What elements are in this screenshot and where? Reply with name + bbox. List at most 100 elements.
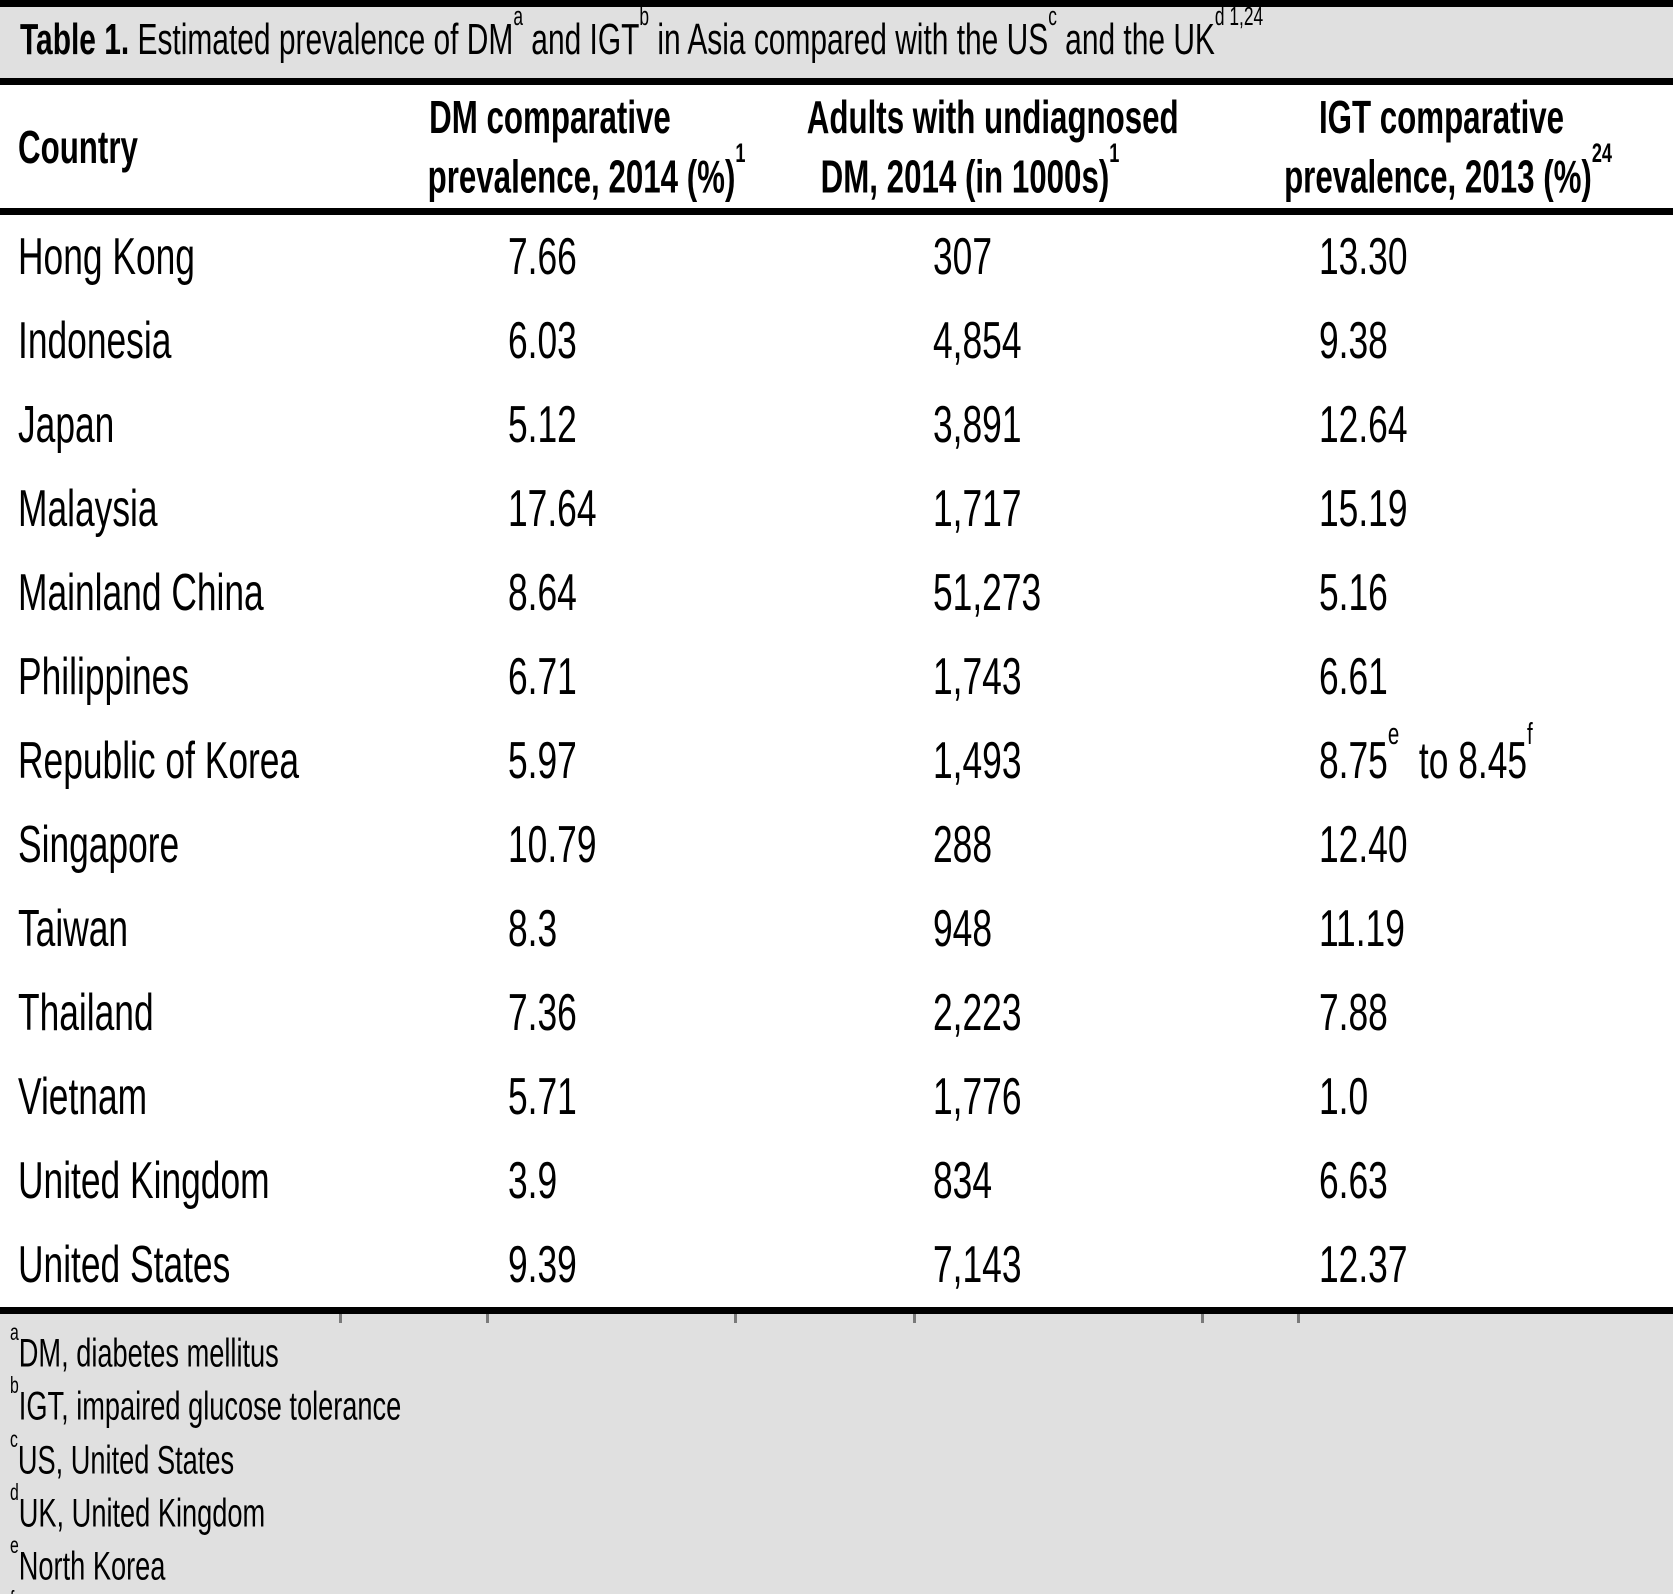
igt-value-tail-sup: f: [1527, 718, 1533, 751]
igt-prevalence-cell: 12.37: [1210, 1235, 1673, 1295]
igt-value: 12.37: [1319, 1236, 1408, 1294]
header-ref-sup: 24: [1591, 137, 1613, 168]
dm-prevalence-cell: 10.79: [370, 815, 730, 875]
igt-prevalence-cell: 7.88: [1210, 983, 1673, 1043]
igt-prevalence-cell: 9.38: [1210, 311, 1673, 371]
undiagnosed-dm-value: 2,223: [933, 984, 1022, 1042]
dm-prevalence-value: 6.03: [508, 312, 577, 370]
igt-prevalence-value: 8.75e to 8.45f: [1319, 718, 1533, 791]
igt-value: 5.16: [1319, 564, 1388, 622]
undiagnosed-dm-value: 1,743: [933, 648, 1022, 706]
igt-prevalence-cell: 11.19: [1210, 899, 1673, 959]
table-row: Thailand 7.36 2,223 7.88: [0, 971, 1673, 1055]
igt-prevalence-value: 6.61: [1319, 647, 1388, 707]
igt-value: 8.75: [1319, 732, 1388, 790]
header-line-2-text: DM, 2014 (in 1000s): [820, 150, 1110, 203]
dm-prevalence-value: 7.36: [508, 984, 577, 1042]
undiagnosed-dm-value: 1,717: [933, 480, 1022, 538]
undiagnosed-dm-value: 834: [933, 1152, 993, 1210]
igt-value: 1.0: [1319, 1068, 1369, 1126]
igt-prevalence-cell: 1.0: [1210, 1067, 1673, 1127]
dm-prevalence-cell: 6.03: [370, 311, 730, 371]
table-row: Taiwan 8.3 948 11.19: [0, 887, 1673, 971]
dm-prevalence-cell: 8.64: [370, 563, 730, 623]
undiagnosed-dm-value: 7,143: [933, 1236, 1022, 1294]
header-line-2: prevalence, 2013 (%)24: [1284, 138, 1612, 201]
undiagnosed-dm-cell: 1,717: [730, 479, 1210, 539]
undiagnosed-dm-cell: 7,143: [730, 1235, 1210, 1295]
header-ref-sup: 1: [1109, 137, 1120, 168]
title-sup-a: a: [513, 2, 523, 31]
dm-prevalence-cell: 7.66: [370, 227, 730, 287]
column-header-undiagnosed-dm-label: Adults with undiagnosed DM, 2014 (in 100…: [807, 92, 1179, 203]
igt-prevalence-cell: 6.63: [1210, 1151, 1673, 1211]
igt-prevalence-cell: 12.64: [1210, 395, 1673, 455]
dm-prevalence-value: 6.71: [508, 648, 577, 706]
table-header-row: Country DM comparative prevalence, 2014 …: [0, 85, 1673, 215]
title-text-1: Estimated prevalence of DM: [129, 14, 514, 64]
igt-prevalence-cell: 12.40: [1210, 815, 1673, 875]
undiagnosed-dm-value: 288: [933, 816, 993, 874]
country-label: Taiwan: [18, 900, 129, 958]
country-label: United Kingdom: [18, 1152, 270, 1210]
igt-value: 15.19: [1319, 480, 1408, 538]
footnote-line: eNorth Korea: [10, 1532, 166, 1589]
igt-prevalence-cell: 15.19: [1210, 479, 1673, 539]
country-cell: United States: [0, 1235, 370, 1295]
igt-prevalence-value: 7.88: [1319, 983, 1388, 1043]
footnote-text: UK, United Kingdom: [18, 1491, 266, 1536]
header-line-1: DM comparative: [429, 90, 671, 143]
igt-value: 6.63: [1319, 1152, 1388, 1210]
dm-prevalence-cell: 8.3: [370, 899, 730, 959]
footnote-marker: c: [10, 1425, 18, 1452]
country-label: Singapore: [18, 816, 180, 874]
undiagnosed-dm-cell: 1,493: [730, 731, 1210, 791]
country-label: Malaysia: [18, 480, 158, 538]
country-cell: Malaysia: [0, 479, 370, 539]
dm-prevalence-value: 5.71: [508, 1068, 577, 1126]
table-row: Singapore 10.79 288 12.40: [0, 803, 1673, 887]
igt-value: 6.61: [1319, 648, 1388, 706]
igt-prevalence-value: 12.37: [1319, 1235, 1407, 1295]
country-label: United States: [18, 1236, 231, 1294]
dm-prevalence-value: 5.97: [508, 732, 577, 790]
footnote: fSouth Korea: [10, 1586, 1673, 1594]
column-header-undiagnosed-dm: Adults with undiagnosed DM, 2014 (in 100…: [730, 92, 1210, 201]
igt-prevalence-cell: 5.16: [1210, 563, 1673, 623]
undiagnosed-dm-cell: 1,743: [730, 647, 1210, 707]
dm-prevalence-cell: 9.39: [370, 1235, 730, 1295]
footnote-text: North Korea: [18, 1544, 166, 1589]
column-tick: [913, 1314, 916, 1323]
country-label: Hong Kong: [18, 228, 195, 286]
column-tick: [734, 1314, 737, 1323]
table-row: United States 9.39 7,143 12.37: [0, 1223, 1673, 1307]
dm-prevalence-cell: 3.9: [370, 1151, 730, 1211]
footnote-marker: f: [10, 1586, 14, 1594]
title-text-4: and the UK: [1056, 14, 1215, 64]
country-cell: United Kingdom: [0, 1151, 370, 1211]
dm-prevalence-cell: 17.64: [370, 479, 730, 539]
footnote-text: IGT, impaired glucose tolerance: [18, 1384, 402, 1429]
footnotes: aDM, diabetes mellitus bIGT, impaired gl…: [0, 1314, 1673, 1594]
undiagnosed-dm-cell: 1,776: [730, 1067, 1210, 1127]
dm-prevalence-value: 3.9: [508, 1152, 558, 1210]
undiagnosed-dm-value: 51,273: [933, 564, 1042, 622]
table-title: Table 1. Estimated prevalence of DMa and…: [20, 3, 1263, 65]
country-label: Mainland China: [18, 564, 264, 622]
country-cell: Thailand: [0, 983, 370, 1043]
undiagnosed-dm-cell: 4,854: [730, 311, 1210, 371]
footnote-text: DM, diabetes mellitus: [18, 1331, 279, 1376]
dm-prevalence-value: 8.3: [508, 900, 558, 958]
column-tick: [1201, 1314, 1204, 1323]
dm-prevalence-value: 10.79: [508, 816, 597, 874]
igt-prevalence-value: 1.0: [1319, 1067, 1368, 1127]
undiagnosed-dm-value: 307: [933, 228, 993, 286]
country-cell: Hong Kong: [0, 227, 370, 287]
undiagnosed-dm-cell: 834: [730, 1151, 1210, 1211]
igt-value-tail: to 8.45: [1399, 732, 1528, 790]
country-cell: Indonesia: [0, 311, 370, 371]
igt-prevalence-value: 9.38: [1319, 311, 1388, 371]
table-title-band: Table 1. Estimated prevalence of DMa and…: [0, 0, 1673, 85]
dm-prevalence-value: 9.39: [508, 1236, 577, 1294]
column-header-igt-prevalence-label: IGT comparative prevalence, 2013 (%)24: [1284, 92, 1612, 201]
